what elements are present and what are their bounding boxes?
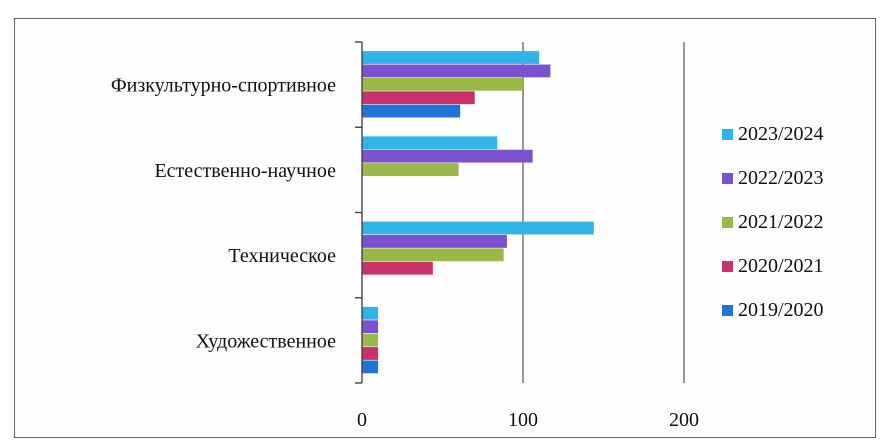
legend-swatch xyxy=(722,217,733,228)
bar xyxy=(362,221,594,235)
legend-swatch xyxy=(722,261,733,272)
category-label: Естественно-научное xyxy=(154,160,336,182)
bar xyxy=(362,347,379,360)
tick-labels: 0 100 200 xyxy=(357,409,699,431)
x-tick-label: 200 xyxy=(669,409,699,431)
bar xyxy=(362,163,459,176)
x-tick-label: 0 xyxy=(357,409,367,431)
legend-label: 2019/2020 xyxy=(738,299,824,321)
bar xyxy=(362,104,461,118)
bar xyxy=(362,248,504,262)
legend-swatch xyxy=(722,173,733,184)
axis-layer xyxy=(355,41,363,384)
bar xyxy=(362,64,551,78)
legend-label: 2022/2023 xyxy=(738,167,824,189)
bar xyxy=(362,360,379,374)
legend-label: 2020/2021 xyxy=(738,255,824,277)
bars-layer xyxy=(362,51,594,374)
category-labels: Физкультурно-спортивное Естественно-научн… xyxy=(111,75,336,353)
bar xyxy=(362,91,475,105)
x-tick-label: 100 xyxy=(508,409,538,431)
bar xyxy=(362,235,507,248)
legend: 2023/2024 2022/2023 2021/2022 2020/2021 2019… xyxy=(722,123,824,321)
grid-layer xyxy=(522,42,685,383)
bar xyxy=(362,136,498,150)
bar xyxy=(362,149,533,163)
bar xyxy=(362,333,379,347)
bar xyxy=(362,77,523,91)
bar xyxy=(362,306,379,320)
bar xyxy=(362,261,433,275)
bar xyxy=(362,320,379,334)
category-label: Художественное xyxy=(196,330,337,352)
legend-swatch xyxy=(722,305,733,316)
legend-swatch xyxy=(722,129,733,140)
category-label: Физкультурно-спортивное xyxy=(111,75,336,97)
legend-label: 2021/2022 xyxy=(738,211,824,233)
bar xyxy=(362,51,540,64)
category-label: Техническое xyxy=(228,245,336,267)
legend-label: 2023/2024 xyxy=(738,123,824,145)
